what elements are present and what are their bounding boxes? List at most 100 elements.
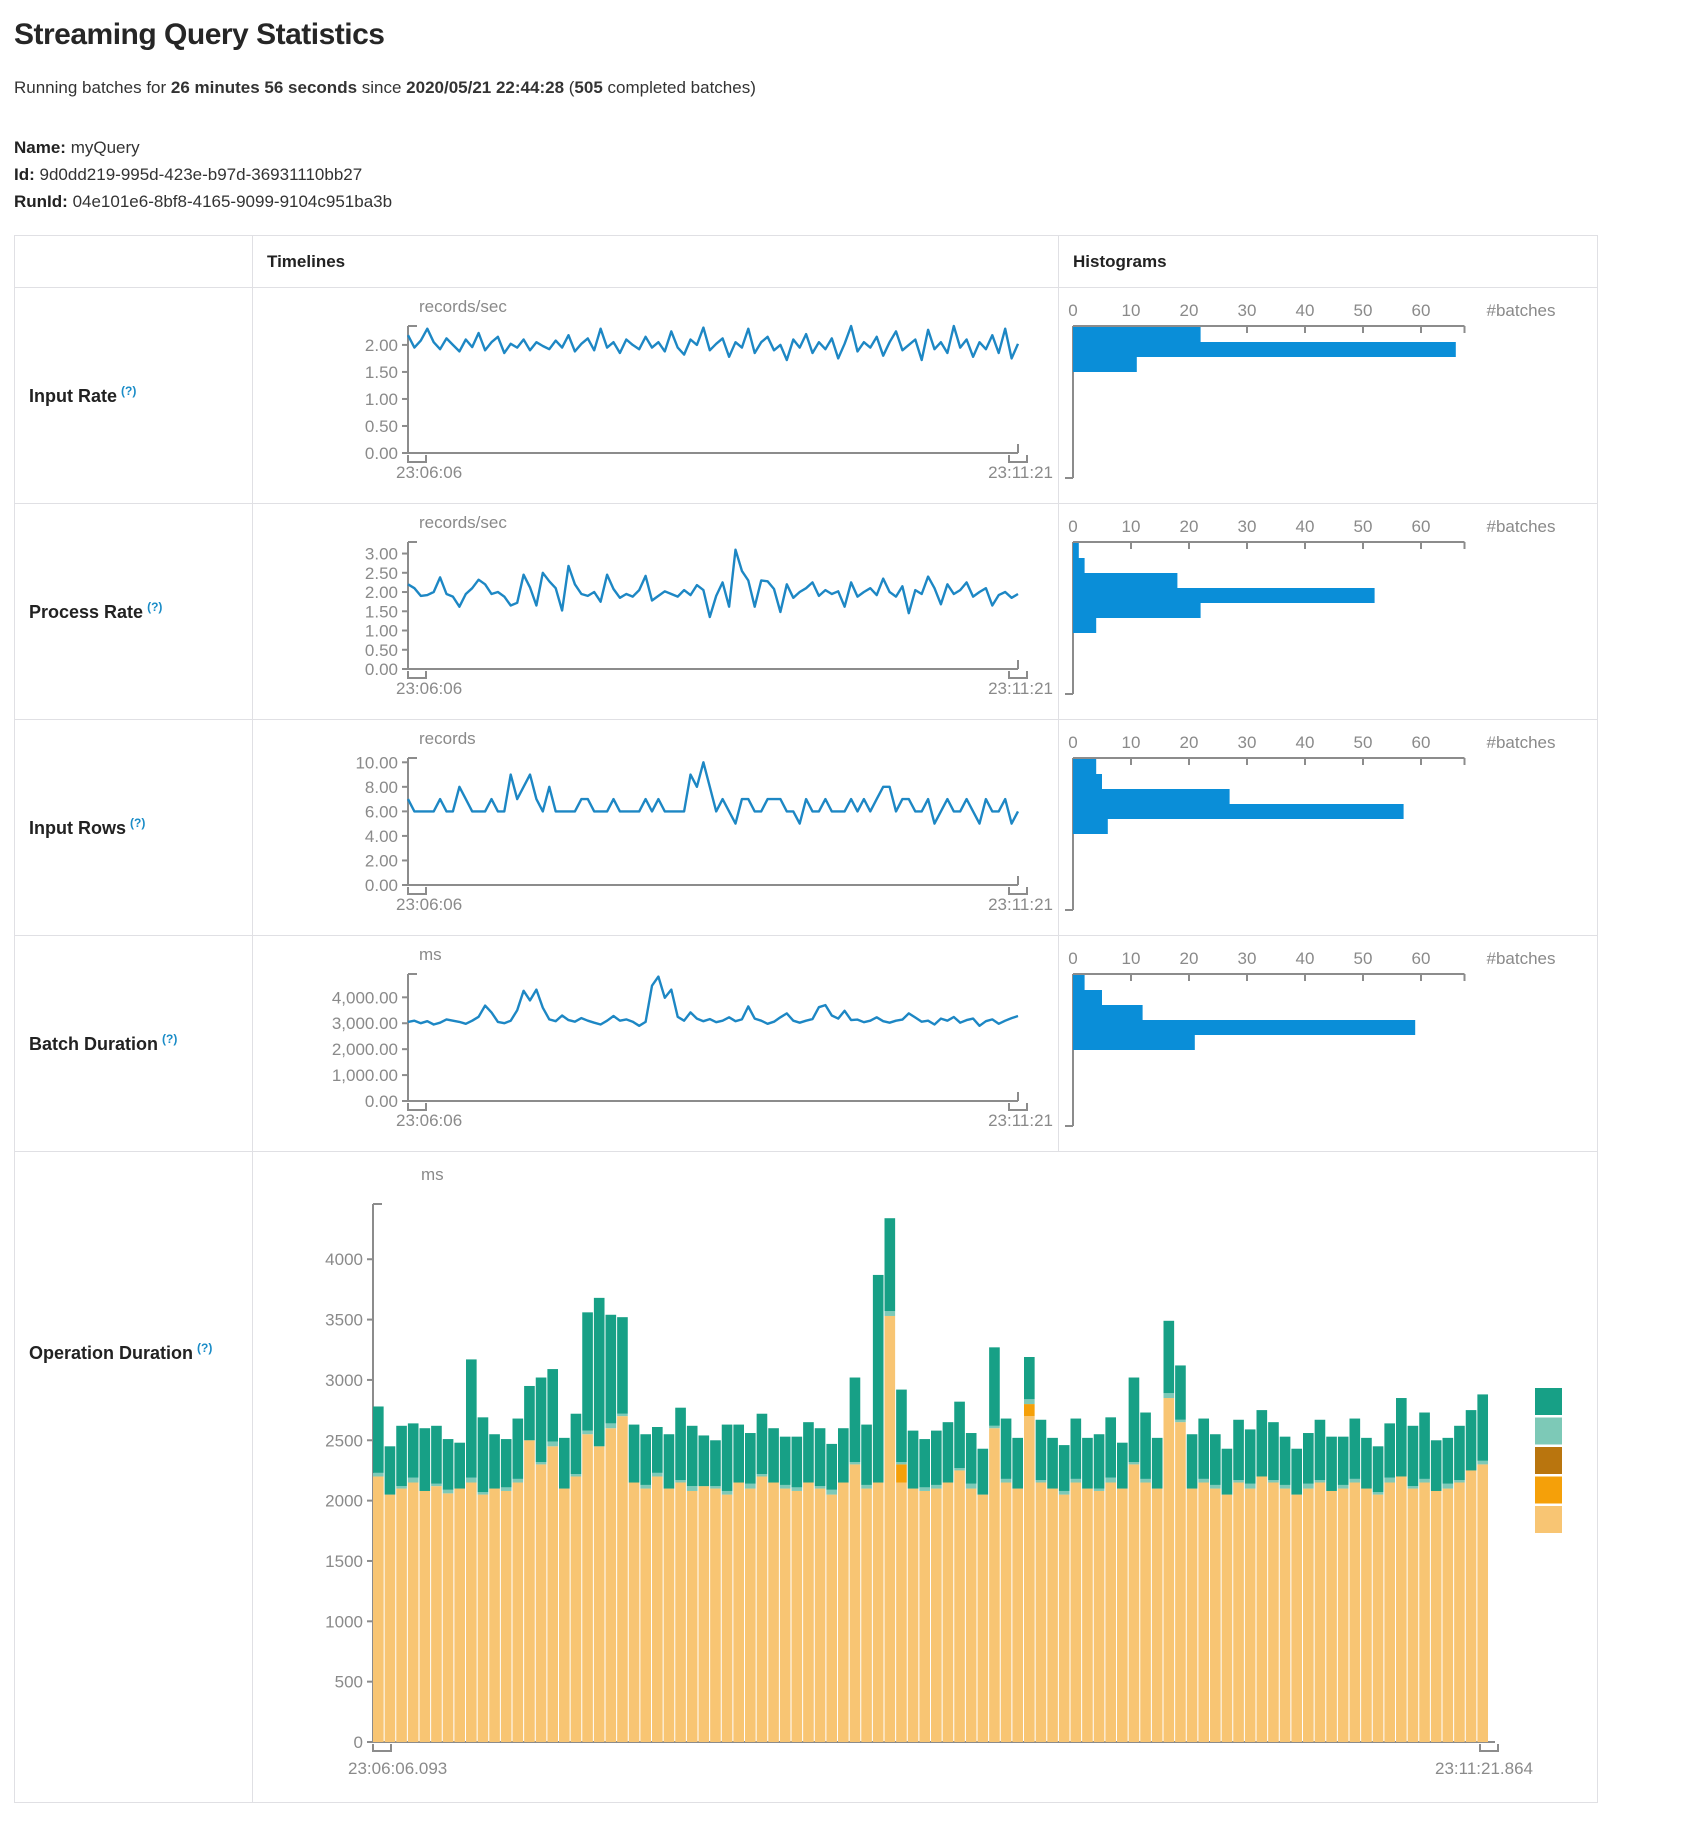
input-rows-label: Input Rows — [29, 818, 126, 838]
svg-text:30: 30 — [1238, 733, 1257, 752]
svg-text:4.00: 4.00 — [365, 827, 398, 846]
svg-text:0: 0 — [1068, 301, 1077, 320]
svg-text:23:06:06: 23:06:06 — [396, 679, 462, 698]
query-runid-label: RunId: — [14, 192, 68, 211]
svg-text:#batches: #batches — [1487, 517, 1556, 536]
svg-text:1.00: 1.00 — [365, 390, 398, 409]
running-summary-middle: since — [357, 78, 407, 97]
svg-text:1500: 1500 — [325, 1552, 363, 1571]
batch-duration-help-icon[interactable]: (?) — [162, 1032, 178, 1046]
operation-legend-swatch-3 — [1535, 1476, 1562, 1504]
svg-text:60: 60 — [1412, 301, 1431, 320]
svg-text:23:11:21: 23:11:21 — [988, 463, 1053, 482]
svg-text:0.50: 0.50 — [365, 417, 398, 436]
svg-text:40: 40 — [1296, 949, 1315, 968]
running-summary-suffix: completed batches) — [602, 78, 756, 97]
query-meta: Name: myQuery Id: 9d0dd219-995d-423e-b97… — [14, 134, 1693, 215]
svg-text:3000: 3000 — [325, 1371, 363, 1390]
running-summary-paren: ( — [564, 78, 575, 97]
input-rate-row: Input Rate (?) records/sec 0.00 0.50 1.00 1.5… — [14, 287, 1598, 504]
running-summary-prefix: Running batches for — [14, 78, 171, 97]
query-runid-line: RunId: 04e101e6-8bf8-4165-9099-9104c951b… — [14, 188, 1693, 215]
operation-duration-chart-cell: ms 0 500 1000 1500 2000 2500 3000 3500 4000 23:06:… — [252, 1151, 1598, 1803]
svg-text:records/sec: records/sec — [419, 297, 507, 316]
svg-text:30: 30 — [1238, 517, 1257, 536]
svg-text:#batches: #batches — [1487, 733, 1556, 752]
svg-text:40: 40 — [1296, 517, 1315, 536]
input-rows-timeline-cell: records 0.00 2.00 4.00 6.00 8.00 10.00 23:06:06… — [252, 719, 1059, 936]
input-rate-timeline-chart: records/sec 0.00 0.50 1.00 1.50 2.00 23:06:06 2… — [253, 288, 1058, 503]
svg-text:6.00: 6.00 — [365, 802, 398, 821]
process-rate-label-cell: Process Rate (?) — [14, 503, 253, 720]
query-id-line: Id: 9d0dd219-995d-423e-b97d-36931110bb27 — [14, 161, 1693, 188]
svg-text:20: 20 — [1180, 733, 1199, 752]
process-rate-histogram-cell: 0 10 20 30 40 50 60 #batches — [1058, 503, 1598, 720]
svg-text:40: 40 — [1296, 301, 1315, 320]
svg-text:23:11:21: 23:11:21 — [988, 895, 1053, 914]
svg-text:23:06:06: 23:06:06 — [396, 463, 462, 482]
input-rows-histogram-chart: 0 10 20 30 40 50 60 #batches — [1059, 720, 1597, 935]
svg-text:2.00: 2.00 — [365, 336, 398, 355]
svg-text:60: 60 — [1412, 949, 1431, 968]
svg-text:30: 30 — [1238, 301, 1257, 320]
running-start-time: 2020/05/21 22:44:28 — [406, 78, 565, 97]
input-rate-help-icon[interactable]: (?) — [121, 384, 137, 398]
svg-text:2,000.00: 2,000.00 — [332, 1040, 398, 1059]
batch-duration-histogram-chart: 0 10 20 30 40 50 60 #batches — [1059, 936, 1597, 1151]
batch-duration-row: Batch Duration (?) ms 0.00 1,000.00 2,000.00… — [14, 935, 1598, 1152]
svg-text:1.50: 1.50 — [365, 363, 398, 382]
batch-duration-histogram-cell: 0 10 20 30 40 50 60 #batches — [1058, 935, 1598, 1152]
svg-text:2500: 2500 — [325, 1431, 363, 1450]
input-rate-histogram-cell: 0 10 20 30 40 50 60 #batches — [1058, 287, 1598, 504]
svg-text:0.50: 0.50 — [365, 641, 398, 660]
input-rate-timeline-cell: records/sec 0.00 0.50 1.00 1.50 2.00 23:06:06 2… — [252, 287, 1059, 504]
query-name-line: Name: myQuery — [14, 134, 1693, 161]
operation-legend-swatch-0 — [1535, 1388, 1562, 1415]
input-rows-help-icon[interactable]: (?) — [130, 816, 146, 830]
svg-text:0: 0 — [354, 1733, 363, 1752]
svg-text:3.00: 3.00 — [365, 545, 398, 564]
input-rate-label-cell: Input Rate (?) — [14, 287, 253, 504]
svg-text:0.00: 0.00 — [365, 1092, 398, 1111]
operation-legend-swatch-2 — [1535, 1447, 1562, 1474]
svg-text:2.00: 2.00 — [365, 583, 398, 602]
input-rows-timeline-chart: records 0.00 2.00 4.00 6.00 8.00 10.00 23:06:06… — [253, 720, 1058, 935]
process-rate-row: Process Rate (?) records/sec 0.00 0.50 1.00 1… — [14, 503, 1598, 720]
svg-text:8.00: 8.00 — [365, 778, 398, 797]
operation-duration-stacked-chart: ms 0 500 1000 1500 2000 2500 3000 3500 4000 23:06:… — [253, 1152, 1597, 1802]
svg-text:50: 50 — [1354, 517, 1373, 536]
svg-text:3,000.00: 3,000.00 — [332, 1014, 398, 1033]
svg-text:ms: ms — [419, 945, 442, 964]
svg-text:1,000.00: 1,000.00 — [332, 1066, 398, 1085]
operation-duration-label: Operation Duration — [29, 1342, 194, 1363]
svg-text:10: 10 — [1122, 733, 1141, 752]
svg-text:3500: 3500 — [325, 1311, 363, 1330]
statistics-table: Timelines Histograms Input Rate (?) recor… — [14, 235, 1598, 1803]
svg-text:2.00: 2.00 — [365, 851, 398, 870]
process-rate-help-icon[interactable]: (?) — [147, 600, 163, 614]
query-id-label: Id: — [14, 165, 35, 184]
completed-batches-count: 505 — [574, 78, 603, 97]
process-rate-histogram-chart: 0 10 20 30 40 50 60 #batches — [1059, 504, 1597, 719]
svg-text:50: 50 — [1354, 301, 1373, 320]
svg-text:20: 20 — [1180, 517, 1199, 536]
svg-text:4000: 4000 — [325, 1250, 363, 1269]
svg-text:1.50: 1.50 — [365, 602, 398, 621]
svg-text:2.50: 2.50 — [365, 564, 398, 583]
svg-text:60: 60 — [1412, 733, 1431, 752]
svg-text:#batches: #batches — [1487, 301, 1556, 320]
svg-text:30: 30 — [1238, 949, 1257, 968]
svg-text:10.00: 10.00 — [355, 753, 398, 772]
header-empty-cell — [14, 235, 253, 288]
svg-text:1000: 1000 — [325, 1612, 363, 1631]
svg-text:60: 60 — [1412, 517, 1431, 536]
page-title: Streaming Query Statistics — [14, 18, 385, 51]
query-id-value: 9d0dd219-995d-423e-b97d-36931110bb27 — [39, 165, 363, 184]
input-rows-row: Input Rows (?) records 0.00 2.00 4.00 6.00 8.0… — [14, 719, 1598, 936]
query-name-value: myQuery — [70, 138, 140, 157]
header-histograms: Histograms — [1058, 235, 1598, 288]
svg-text:1.00: 1.00 — [365, 622, 398, 641]
svg-text:ms: ms — [421, 1165, 444, 1184]
operation-duration-help-icon[interactable]: (?) — [197, 1340, 213, 1355]
